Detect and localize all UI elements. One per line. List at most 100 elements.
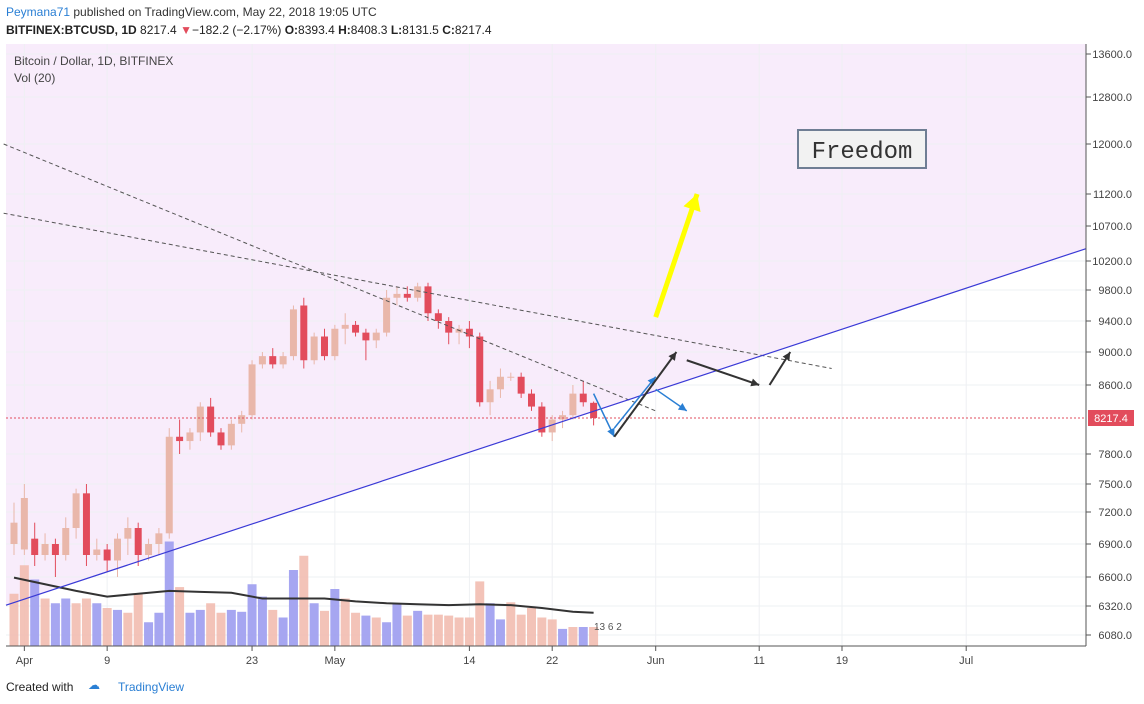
- candle-body: [331, 328, 339, 357]
- candle-body: [569, 393, 577, 416]
- x-axis[interactable]: Apr 9 23 May 14 22 Jun 11 19 Jul: [16, 646, 973, 667]
- volume-bar: [71, 603, 81, 646]
- created-with-text: Created with: [6, 680, 74, 694]
- x-tick-label: Jul: [959, 655, 973, 667]
- close-value: 8217.4: [454, 23, 492, 37]
- low-label: L:: [390, 23, 403, 37]
- candle-body: [82, 493, 90, 555]
- candle-body: [476, 336, 484, 403]
- x-tick-label: Jun: [647, 655, 665, 667]
- x-tick-label: 23: [246, 655, 258, 667]
- volume-bar: [361, 615, 371, 646]
- candle-body: [362, 332, 370, 341]
- footer: Created with ☁ TradingView: [0, 670, 1144, 704]
- freedom-box: Freedom: [797, 129, 927, 169]
- volume-bar: [40, 598, 50, 646]
- candle-body: [590, 402, 598, 418]
- y-tick-label: 6900.0: [1098, 539, 1132, 551]
- grid: [6, 44, 1086, 646]
- arrow-head: [668, 352, 677, 361]
- candle-body: [424, 286, 432, 314]
- change-value: −182.2 (−2.17%): [191, 23, 282, 37]
- candle-body: [31, 538, 39, 555]
- candle-body: [538, 406, 546, 433]
- high-value: 8408.3: [350, 23, 388, 37]
- volume-bar: [206, 603, 216, 646]
- candle-body: [300, 305, 308, 361]
- x-tick-label: 9: [104, 655, 110, 667]
- x-tick-label: 14: [463, 655, 475, 667]
- tradingview-link[interactable]: TradingView: [118, 680, 185, 694]
- volume-bar: [371, 617, 381, 646]
- candle-body: [579, 393, 587, 403]
- volume-bar: [144, 622, 154, 646]
- y-axis[interactable]: 6080.0 6320.0 6600.0 6900.0 7200.0 7500.0 7800…: [1086, 49, 1132, 642]
- arrow-head: [782, 352, 791, 361]
- volume-bar: [340, 598, 350, 646]
- arrow-shaft: [613, 376, 657, 429]
- volume-bar: [123, 612, 133, 646]
- publish-line: Peymana71 published on TradingView.com, …: [6, 5, 377, 19]
- y-tick-label: 11200.0: [1093, 189, 1132, 201]
- volume-bar: [216, 612, 226, 646]
- candle-body: [393, 293, 401, 298]
- volume-bar: [568, 627, 578, 646]
- y-tick-label: 9800.0: [1098, 285, 1132, 297]
- y-tick-label: 6080.0: [1098, 630, 1132, 642]
- x-tick-label: 11: [753, 655, 764, 667]
- arrow-shaft: [686, 359, 760, 386]
- volume-ma-line: [13, 576, 594, 614]
- close-label: C:: [442, 23, 455, 37]
- volume-bar: [382, 622, 392, 646]
- publish-header: Peymana71 published on TradingView.com, …: [0, 0, 1144, 44]
- candle-body: [465, 328, 473, 337]
- open-label: O:: [284, 23, 299, 37]
- y-tick-label: 12000.0: [1092, 139, 1132, 151]
- volume-bar: [547, 619, 557, 646]
- legend-title: Bitcoin / Dollar, 1D, BITFINEX: [14, 54, 173, 68]
- arrow-shaft: [613, 351, 678, 438]
- ohlc-line: BITFINEX:BTCUSD, 1D 8217.4 ▼−182.2 (−2.1…: [6, 23, 492, 37]
- shaded-region: [6, 44, 1086, 606]
- arrow-head: [750, 378, 760, 387]
- x-tick-label: Apr: [16, 655, 33, 667]
- x-tick-label: 22: [546, 655, 558, 667]
- candle-body: [196, 406, 204, 433]
- volume-bar: [19, 565, 29, 646]
- volume-bar: [423, 614, 433, 646]
- volume-bar: [413, 610, 423, 646]
- candle-body: [352, 324, 360, 333]
- tradingview-logo-icon[interactable]: ☁: [88, 678, 100, 692]
- y-tick-label: 13600.0: [1092, 49, 1132, 61]
- author-link[interactable]: Peymana71: [6, 5, 71, 19]
- candle-body: [403, 293, 411, 298]
- arrow-head: [683, 194, 701, 213]
- candle-body: [20, 498, 28, 550]
- dashed-line: [3, 143, 656, 412]
- price-tag-text: 8217.4: [1094, 413, 1128, 425]
- volume-bar: [351, 612, 361, 646]
- candle-body: [72, 493, 80, 528]
- volume-bar: [495, 619, 505, 646]
- volume-bar: [102, 608, 112, 646]
- candle-body: [62, 528, 70, 555]
- candle-body: [486, 389, 494, 403]
- candle-body: [145, 544, 153, 555]
- candle-body: [414, 286, 422, 298]
- volume-bar: [185, 612, 195, 646]
- y-tick-label: 7200.0: [1098, 507, 1132, 519]
- price-chart[interactable]: Freedom 13 6 2 Bitcoin / Dollar, 1D, BIT…: [0, 44, 1144, 670]
- arrow-head: [607, 427, 615, 437]
- volume-bar: [485, 603, 495, 646]
- volume-bar: [268, 609, 278, 646]
- candle-body: [548, 419, 556, 433]
- candle-body: [155, 533, 163, 544]
- y-tick-label: 7500.0: [1098, 479, 1132, 491]
- volume-bar: [433, 614, 443, 646]
- candle-body: [10, 522, 18, 544]
- volume-bar: [237, 611, 247, 646]
- volume-bar: [9, 593, 19, 646]
- change-arrow-icon: ▼: [180, 23, 192, 37]
- candle-body: [165, 436, 173, 534]
- y-tick-label: 10200.0: [1092, 256, 1132, 268]
